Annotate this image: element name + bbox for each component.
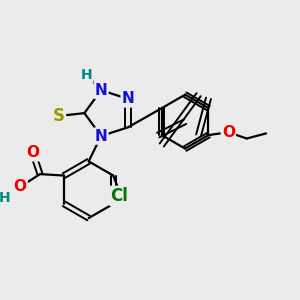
Text: O: O: [222, 125, 235, 140]
Text: H: H: [80, 68, 92, 83]
Text: N: N: [95, 129, 107, 144]
Text: O: O: [26, 145, 39, 160]
Text: O: O: [14, 179, 27, 194]
Text: N: N: [122, 92, 134, 106]
Text: S: S: [53, 107, 65, 125]
Text: H: H: [0, 191, 10, 205]
Text: Cl: Cl: [110, 187, 128, 205]
Text: N: N: [95, 83, 107, 98]
